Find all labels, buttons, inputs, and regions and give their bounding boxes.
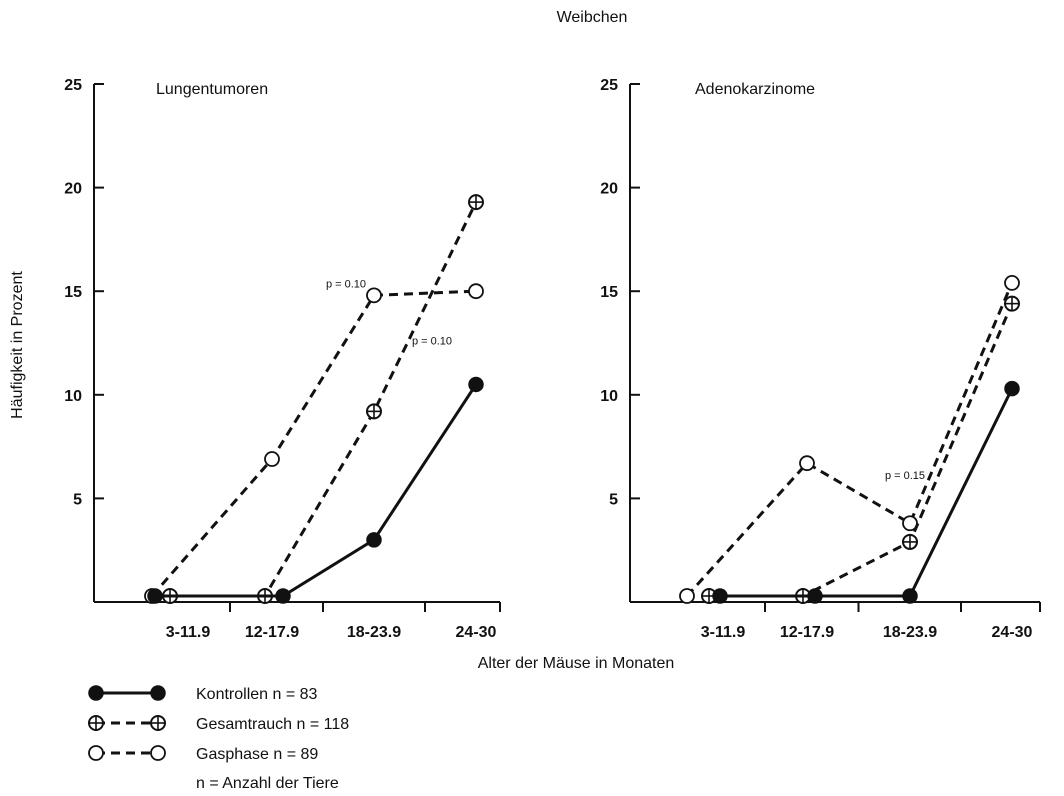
- chart-panel-1: Lungentumoren 5 10 15 20 25 3-11.9 12-17.9 18-23…: [64, 77, 501, 641]
- y-tick-label: 5: [73, 491, 82, 508]
- data-point: [468, 194, 484, 211]
- x-tick-label: 24-30: [992, 624, 1033, 641]
- x-tick-label: 3-11.9: [701, 624, 746, 641]
- y-tick-label: 25: [64, 77, 82, 94]
- series-line: [720, 387, 1014, 598]
- data-point: [902, 588, 918, 604]
- data-point: [1004, 380, 1020, 397]
- legend-item-gesamtrauch-n-118: Gesamtrauch n = 118: [88, 715, 349, 733]
- legend-item-gasphase-n-89: Gasphase n = 89: [88, 745, 318, 763]
- legend-label: Kontrollen n = 83: [196, 686, 318, 703]
- data-point: [679, 588, 695, 604]
- x-tick-label: 12-17.9: [245, 624, 299, 641]
- chart-title: Adenokarzinome: [695, 81, 815, 98]
- legend-marker: [150, 685, 166, 701]
- series-gasphase-n-89: [679, 275, 1020, 604]
- data-point: [366, 403, 382, 420]
- x-tick-label: 12-17.9: [780, 624, 834, 641]
- x-axis-label: Alter der Mäuse in Monaten: [478, 655, 675, 672]
- series-gesamtrauch-n-118: [701, 295, 1020, 604]
- legend-marker: [88, 685, 104, 701]
- data-point: [712, 588, 728, 604]
- legend-marker: [88, 745, 104, 761]
- series-gesamtrauch-n-118: [162, 194, 484, 604]
- data-point: [366, 287, 382, 304]
- legend-label: Gesamtrauch n = 118: [196, 716, 349, 733]
- y-tick-label: 20: [64, 181, 82, 198]
- data-point: [1004, 295, 1020, 312]
- chart-panels: Lungentumoren 5 10 15 20 25 3-11.9 12-17.9 18-23…: [64, 77, 1041, 641]
- footnote: n = Anzahl der Tiere: [196, 775, 339, 792]
- data-point: [1004, 275, 1020, 291]
- x-tick-label: 24-30: [456, 624, 497, 641]
- data-point: [275, 588, 291, 604]
- data-point: [366, 532, 382, 548]
- chart-title: Lungentumoren: [156, 81, 268, 98]
- series-line: [155, 383, 478, 598]
- y-tick-label: 5: [609, 491, 618, 508]
- data-point: [468, 376, 484, 393]
- series-gasphase-n-89: [144, 283, 484, 604]
- chart-panel-2: Adenokarzinome 5 10 15 20 25 3-11.9 12-17.9 18-2…: [600, 77, 1041, 641]
- annotation: p = 0.15: [885, 470, 925, 482]
- data-point: [902, 533, 918, 550]
- series-line: [709, 303, 1014, 598]
- x-tick-label: 18-23.9: [347, 624, 401, 641]
- legend-marker: [88, 715, 104, 731]
- series-kontrollen-n-83: [712, 380, 1020, 604]
- data-point: [799, 455, 815, 472]
- series-kontrollen-n-83: [147, 376, 484, 604]
- legend-item-kontrollen-n-83: Kontrollen n = 83: [88, 685, 318, 703]
- data-point: [147, 588, 163, 604]
- y-tick-label: 15: [64, 284, 82, 301]
- data-point: [468, 283, 484, 300]
- series-line: [685, 282, 1014, 598]
- x-tick-label: 18-23.9: [883, 624, 937, 641]
- y-tick-label: 15: [600, 284, 618, 301]
- data-point: [807, 588, 823, 604]
- annotation: p = 0.10: [326, 278, 366, 290]
- data-point: [264, 451, 280, 467]
- legend-marker: [150, 715, 166, 731]
- series-line: [170, 201, 478, 598]
- legend: Kontrollen n = 83 Gesamtrauch n = 118 Gasp…: [88, 685, 349, 763]
- x-tick-label: 3-11.9: [166, 624, 211, 641]
- y-tick-label: 10: [600, 388, 618, 405]
- legend-label: Gasphase n = 89: [196, 746, 318, 763]
- series-line: [150, 289, 477, 597]
- y-tick-label: 25: [600, 77, 618, 94]
- y-tick-label: 20: [600, 181, 618, 198]
- y-axis-label: Häufigkeit in Prozent: [9, 271, 26, 419]
- y-tick-label: 10: [64, 388, 82, 405]
- annotation: p = 0.10: [412, 335, 452, 347]
- legend-marker: [150, 745, 166, 761]
- figure-title: Weibchen: [557, 9, 628, 26]
